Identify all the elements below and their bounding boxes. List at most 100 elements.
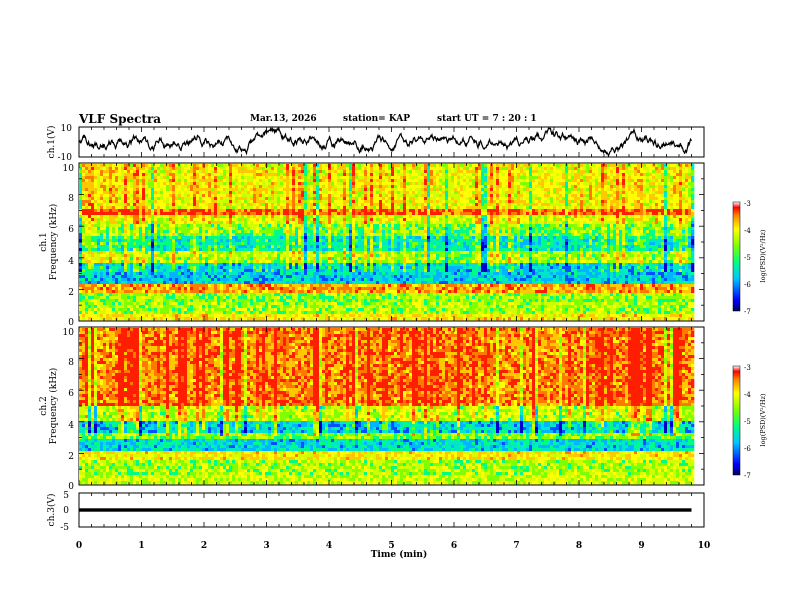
spectrogram-cell [331,164,334,167]
spectrogram-cell [190,173,193,176]
spectrogram-cell [124,182,127,185]
spectrogram-cell [346,173,349,176]
spectrogram-cell [211,164,214,167]
spectrogram-cell [673,164,676,167]
spectrogram-cell [295,179,298,182]
spectrogram-cell [274,188,277,191]
spectrogram-cell [586,173,589,176]
spectrogram-cell [622,176,625,179]
spectrogram-cell [346,170,349,173]
spectrogram-cell [142,194,145,197]
spectrogram-cell [511,185,514,188]
spectrogram-cell [349,179,352,182]
spectrogram-cell [346,176,349,179]
spectrogram-cell [238,164,241,167]
spectrogram-cell [565,179,568,182]
spectrogram-cell [271,170,274,173]
spectrogram-cell [532,179,535,182]
spectrogram-cell [226,167,229,170]
spectrogram-cell [277,176,280,179]
spectrogram-cell [637,188,640,191]
spectrogram-cell [205,173,208,176]
spectrogram-cell [442,176,445,179]
spectrogram-cell [619,170,622,173]
spectrogram-cell [253,182,256,185]
spectrogram-cell [688,173,691,176]
spectrogram-cell [391,185,394,188]
spectrogram-cell [157,188,160,191]
spectrogram-cell [217,170,220,173]
spectrogram-cell [463,167,466,170]
spectrogram-cell [493,164,496,167]
spectrogram-cell [124,194,127,197]
spectrogram-cell [676,167,679,170]
spectrogram-cell [199,188,202,191]
spectrogram-cell [643,170,646,173]
spectrogram-cell [454,176,457,179]
spectrogram-cell [664,191,667,194]
spectrogram-cell [211,191,214,194]
spectrogram-cell [391,182,394,185]
spectrogram-cell [322,164,325,167]
spectrogram-cell [286,176,289,179]
spectrogram-cell [91,191,94,194]
spectrogram-cell [337,188,340,191]
spectrogram-cell [610,185,613,188]
spectrogram-cell [382,182,385,185]
spectrogram-cell [313,176,316,179]
spectrogram-cell [379,164,382,167]
spectrogram-cell [103,185,106,188]
spectrogram-cell [256,164,259,167]
spectrogram-cell [661,170,664,173]
spectrogram-cell [241,176,244,179]
spectrogram-cell [247,176,250,179]
spectrogram-cell [448,167,451,170]
spectrogram-cell [364,176,367,179]
spectrogram-cell [541,173,544,176]
spectrogram-cell [88,173,91,176]
spectrogram-cell [277,170,280,173]
spectrogram-cell [409,164,412,167]
spectrogram-cell [661,188,664,191]
spectrogram-cell [268,173,271,176]
spectrogram-cell [607,191,610,194]
spectrogram-cell [397,191,400,194]
spectrogram-cell [223,170,226,173]
spectrogram-cell [412,182,415,185]
spectrogram-cell [244,176,247,179]
spectrogram-cell [136,191,139,194]
spectrogram-cell [604,170,607,173]
spectrogram-cell [316,179,319,182]
spectrogram-cell [316,191,319,194]
spectrogram-cell [394,170,397,173]
spectrogram-cell [679,176,682,179]
spectrogram-cell [364,179,367,182]
spectrogram-cell [349,185,352,188]
spectrogram-cell [166,176,169,179]
spectrogram-cell [556,173,559,176]
spectrogram-cell [556,167,559,170]
spectrogram-cell [631,185,634,188]
spectrogram-cell [352,173,355,176]
spectrogram-cell [415,173,418,176]
spectrogram-cell [652,170,655,173]
spectrogram-cell [292,176,295,179]
spectrogram-cell [355,182,358,185]
spectrogram-cell [472,182,475,185]
spectrogram-cell [598,188,601,191]
spectrogram-cell [262,179,265,182]
spectrogram-cell [628,173,631,176]
spectrogram-cell [616,170,619,173]
spectrogram-cell [568,191,571,194]
spectrogram-cell [538,191,541,194]
spectrogram-cell [334,176,337,179]
spectrogram-cell [625,191,628,194]
spectrogram-cell [487,191,490,194]
spectrogram-cell [337,176,340,179]
spectrogram-cell [457,164,460,167]
spectrogram-cell [520,164,523,167]
spectrogram-cell [97,185,100,188]
spectrogram-cell [109,194,112,197]
spectrogram-cell [169,182,172,185]
spectrogram-cell [301,176,304,179]
